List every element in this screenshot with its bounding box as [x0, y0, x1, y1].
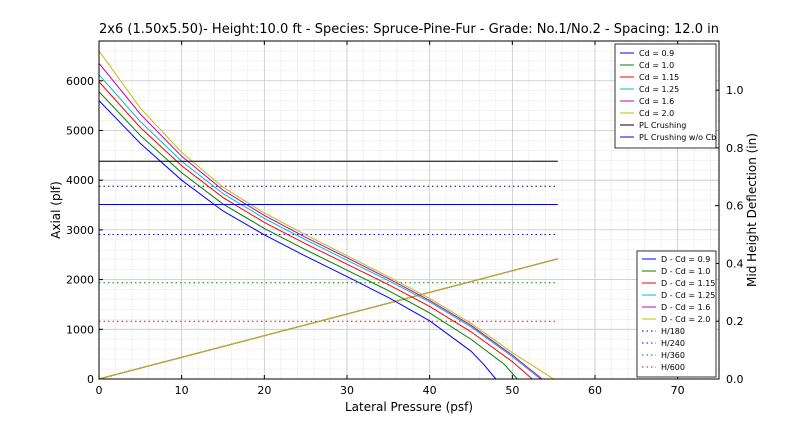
y-tick-label: 2000 — [66, 274, 94, 287]
plot-frame — [98, 40, 720, 380]
y2-tick-label: 0.0 — [726, 373, 744, 386]
axial-line-4 — [98, 74, 541, 380]
legend-axial — [614, 43, 717, 149]
x-tick-label: 0 — [96, 384, 103, 397]
y-tick-label: 5000 — [66, 124, 94, 137]
legend-label: Cd = 1.0 — [639, 61, 674, 70]
y-tick-label: 0 — [87, 373, 94, 386]
y-tick-label: 1000 — [66, 323, 94, 336]
y2-tick-label: 0.2 — [726, 315, 744, 328]
legend-label: D - Cd = 2.0 — [661, 315, 710, 324]
axial-line-1 — [98, 100, 497, 380]
y-tick-label: 6000 — [66, 75, 94, 88]
axial-line-2 — [98, 91, 518, 380]
deflection-line-6 — [98, 258, 558, 380]
legend-label: D - Cd = 1.25 — [661, 291, 715, 300]
legend-label: Cd = 1.25 — [639, 85, 679, 94]
x-tick-label: 50 — [505, 384, 519, 397]
legend-label: Cd = 0.9 — [639, 49, 674, 58]
legend-label: H/360 — [661, 351, 685, 360]
legend-label: PL Crushing — [639, 121, 686, 130]
y2-axis-title: Mid Height Deflection (in) — [745, 133, 759, 287]
y-tick-label: 4000 — [66, 174, 94, 187]
legend-deflection — [636, 250, 717, 378]
x-tick-label: 60 — [588, 384, 602, 397]
legend-label: Cd = 1.6 — [639, 97, 674, 106]
legend-label: D - Cd = 0.9 — [661, 255, 710, 264]
legend-label: D - Cd = 1.15 — [661, 279, 715, 288]
axial-line-3 — [98, 81, 533, 380]
axial-line-5 — [98, 63, 543, 380]
x-tick-label: 30 — [340, 384, 354, 397]
y2-tick-label: 0.6 — [726, 200, 744, 213]
legend-label: D - Cd = 1.6 — [661, 303, 710, 312]
x-tick-label: 10 — [175, 384, 189, 397]
legend-label: H/600 — [661, 363, 685, 372]
legend-label: Cd = 1.15 — [639, 73, 679, 82]
x-tick-label: 40 — [423, 384, 437, 397]
y2-tick-label: 1.0 — [726, 84, 744, 97]
chart-title: 2x6 (1.50x5.50)- Height:10.0 ft - Specie… — [99, 22, 719, 37]
x-tick-label: 20 — [257, 384, 271, 397]
legend-label: PL Crushing w/o Cb — [639, 133, 716, 142]
y2-tick-label: 0.8 — [726, 142, 744, 155]
y2-tick-label: 0.4 — [726, 257, 744, 270]
legend-label: D - Cd = 1.0 — [661, 267, 710, 276]
axial-line-6 — [98, 50, 554, 380]
y-axis-title: Axial (plf) — [49, 181, 63, 239]
x-axis-title: Lateral Pressure (psf) — [345, 400, 473, 414]
legend-label: Cd = 2.0 — [639, 109, 674, 118]
y-tick-label: 3000 — [66, 224, 94, 237]
legend-label: H/240 — [661, 339, 685, 348]
x-tick-label: 70 — [671, 384, 685, 397]
legend-label: H/180 — [661, 327, 685, 336]
